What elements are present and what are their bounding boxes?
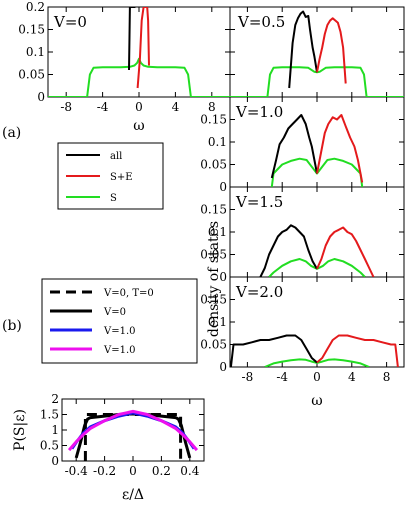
p3-panel-label: V=1.5 xyxy=(235,193,283,211)
figure-label-b: (b) xyxy=(2,318,22,334)
legend-b-items-label: V=1.0 xyxy=(103,326,136,337)
p5-xtick-label: 0.2 xyxy=(152,464,171,478)
p1-series-se xyxy=(316,17,347,84)
p0-xtick-label: -4 xyxy=(97,100,109,114)
p4-xtick-label: 4 xyxy=(348,370,356,384)
p2-ytick-label: 0.1 xyxy=(208,135,227,149)
p0-ytick-label: 0.05 xyxy=(18,68,45,82)
p0-series-se xyxy=(136,7,150,89)
legend-a-items-label: all xyxy=(110,151,122,162)
p4-ytick-label: 0.15 xyxy=(200,293,227,307)
p4-ytick-label: 0.05 xyxy=(200,338,227,352)
p0-xtick-label: 0 xyxy=(135,100,143,114)
figure-label-a: (a) xyxy=(2,125,21,141)
p4-ytick-label: 0.1 xyxy=(208,315,227,329)
right-ylabel: density of states xyxy=(206,221,222,337)
p3-ytick-label: 0.05 xyxy=(200,248,227,262)
p2-series-all xyxy=(270,114,318,179)
p2-series-se xyxy=(316,114,364,183)
p0-xtick-label: 8 xyxy=(208,100,216,114)
p5-ytick-label: 0 xyxy=(51,454,59,468)
data-series xyxy=(48,7,404,461)
p5-xtick-label: 0.4 xyxy=(180,464,199,478)
p4-xtick-label: 0 xyxy=(313,370,321,384)
p5-xtick-label: -0.2 xyxy=(93,464,116,478)
legend-b-items-label: V=1.0 xyxy=(103,345,136,356)
legend-b-items-label: V=0 xyxy=(103,307,126,318)
p0-ytick-label: 0.15 xyxy=(18,23,45,37)
p0-ytick-label: 0.2 xyxy=(26,0,45,14)
p5-ytick-label: 1 xyxy=(51,423,59,437)
p4-series-s xyxy=(264,358,370,367)
legend-a-items-label: S+E xyxy=(110,172,133,183)
p4-xlabel: ω xyxy=(311,393,322,409)
p1-panel-label: V=0.5 xyxy=(237,13,285,31)
p4-xtick-label: -8 xyxy=(242,370,254,384)
p4-xtick-label: 8 xyxy=(383,370,391,384)
legend-a: all S+E S xyxy=(57,142,164,210)
p0-ytick-label: 0 xyxy=(37,90,45,104)
p5-series-v0 xyxy=(74,412,192,459)
legend-b: V=0, T=0 V=0 V=1.0 V=1.0 xyxy=(41,278,198,364)
p0-series-all xyxy=(128,7,136,71)
p0-panel-label: V=0 xyxy=(53,13,87,31)
p3-ytick-label: 0.1 xyxy=(208,225,227,239)
legend-b-items-label: V=0, T=0 xyxy=(103,288,154,299)
p3-ytick-label: 0 xyxy=(219,270,227,284)
p4-series-se xyxy=(316,334,399,367)
p5-ytick-label: 1.5 xyxy=(40,408,59,422)
p5-ylabel: P(S|ε) xyxy=(12,409,28,451)
p2-ytick-label: 0 xyxy=(219,180,227,194)
p5-xtick-label: 0 xyxy=(129,464,137,478)
p3-series-se xyxy=(316,226,375,277)
p0-xlabel: ω xyxy=(133,118,144,134)
p2-ytick-label: 0.05 xyxy=(200,158,227,172)
p3-series-all xyxy=(259,224,318,277)
p4-ytick-label: 0 xyxy=(219,360,227,374)
p5-series-v1m xyxy=(67,409,199,452)
p5-series-dashed xyxy=(83,413,183,461)
p4-series-all xyxy=(230,334,318,367)
p1-series-all xyxy=(288,10,318,89)
p4-panel-label: V=2.0 xyxy=(235,283,283,301)
p2-panel-label: V=1.0 xyxy=(235,103,283,121)
p5-ytick-label: 2 xyxy=(51,392,59,406)
p0-xtick-label: 4 xyxy=(172,100,180,114)
p4-xtick-label: -4 xyxy=(276,370,288,384)
legend-a-items-label: S xyxy=(110,193,117,204)
p0-ytick-label: 0.1 xyxy=(26,45,45,59)
p0-xtick-label: -8 xyxy=(60,100,72,114)
text-labels: 0 0.05 0.1 0.15 0.2 -8 -4 0 4 8 V=0 ω V=0.5 0 0.05 0.1 0… xyxy=(12,0,390,503)
p5-ytick-label: 0.5 xyxy=(40,439,59,453)
p3-ytick-label: 0.15 xyxy=(200,203,227,217)
p5-xlabel: ε/Δ xyxy=(122,487,144,503)
p2-ytick-label: 0.15 xyxy=(200,113,227,127)
p5-xtick-label: -0.4 xyxy=(65,464,89,478)
